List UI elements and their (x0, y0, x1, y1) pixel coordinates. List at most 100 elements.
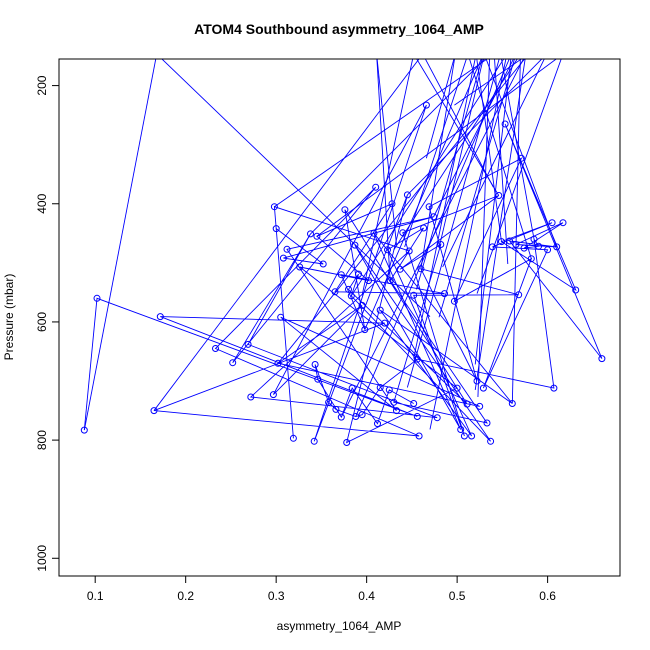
x-tick-label: 0.6 (539, 589, 556, 603)
data-point (247, 393, 255, 401)
data-point (385, 386, 393, 394)
data-point (396, 265, 404, 273)
data-point (388, 200, 396, 208)
data-point (488, 243, 496, 251)
data-point (420, 224, 428, 232)
series-segment (361, 59, 414, 296)
series-segment (476, 59, 502, 242)
data-point (352, 413, 360, 420)
data-point (460, 432, 468, 440)
data-point (410, 291, 418, 299)
data-point (495, 192, 503, 199)
data-point (487, 437, 495, 445)
series-segment (406, 59, 500, 388)
data-point (319, 260, 327, 268)
data-point (347, 292, 355, 300)
data-point (550, 384, 558, 392)
data-point (289, 434, 297, 442)
series-segment (407, 59, 543, 196)
x-tick-label: 0.4 (358, 589, 375, 603)
series-segment (161, 59, 431, 317)
data-point (355, 270, 362, 278)
data-point (405, 247, 413, 255)
data-point (483, 419, 491, 427)
data-point (93, 294, 101, 302)
series-segment (477, 59, 490, 397)
data-point (559, 219, 567, 227)
chart-title: ATOM4 Southbound asymmetry_1064_AMP (194, 21, 484, 37)
x-tick-label: 0.2 (177, 589, 194, 603)
data-point (413, 413, 421, 420)
data-point (413, 355, 421, 363)
series-segment (454, 59, 523, 106)
data-point (479, 384, 487, 392)
data-point (425, 203, 433, 211)
data-point (229, 359, 237, 367)
data-point (341, 206, 349, 214)
data-point (376, 384, 384, 391)
data-point (150, 407, 158, 415)
data-point (348, 384, 356, 392)
series-segment (376, 59, 397, 245)
data-point (279, 254, 287, 262)
series-segment (511, 59, 521, 404)
series-segment (433, 59, 514, 217)
data-point (498, 238, 505, 246)
data-point (381, 319, 389, 327)
data-point (384, 246, 391, 254)
data-point (450, 297, 458, 305)
series-segment (424, 59, 494, 188)
data-point (156, 313, 164, 321)
data-point (80, 426, 88, 434)
y-tick-label: 600 (35, 312, 49, 332)
data-point (393, 407, 400, 415)
y-axis: 200 400 600 800 1000 (35, 75, 59, 572)
data-point (430, 213, 438, 221)
data-point (365, 277, 372, 285)
series-segment (438, 59, 484, 249)
data-point (311, 361, 319, 368)
data-point (535, 242, 543, 250)
data-point (358, 411, 366, 419)
series-segment (393, 59, 518, 251)
data-point (277, 313, 285, 321)
data-point (307, 230, 314, 238)
x-tick-label: 0.5 (449, 589, 466, 603)
data-point (325, 398, 333, 406)
data-point (269, 391, 277, 399)
series-segment (350, 59, 505, 297)
data-point (313, 232, 321, 240)
data-point (270, 203, 278, 211)
data-point (403, 191, 411, 199)
data-point (332, 405, 340, 413)
data-point (244, 340, 252, 348)
data-point (390, 398, 398, 406)
data-point (337, 271, 345, 279)
data-point (527, 255, 535, 263)
data-point (374, 420, 381, 428)
data-point (553, 243, 561, 251)
data-point (337, 413, 345, 421)
series-segment (420, 59, 455, 269)
data-point (331, 288, 339, 296)
series-segment (474, 59, 512, 365)
data-point (422, 101, 430, 109)
series-segment (485, 59, 558, 248)
series-segment (310, 59, 486, 235)
data-point (370, 229, 378, 237)
series-line (83, 104, 603, 444)
data-point (386, 277, 394, 285)
data-point (501, 120, 509, 128)
data-point (417, 265, 425, 273)
data-point (506, 237, 514, 245)
data-point (310, 437, 318, 445)
data-point (314, 375, 322, 383)
series-segment (316, 59, 557, 237)
data-point (358, 301, 366, 309)
data-point (512, 241, 520, 248)
y-axis-label: Pressure (mbar) (2, 274, 16, 361)
series-segment (442, 59, 545, 268)
y-tick-label: 800 (35, 430, 49, 450)
plot-frame (58, 58, 621, 577)
